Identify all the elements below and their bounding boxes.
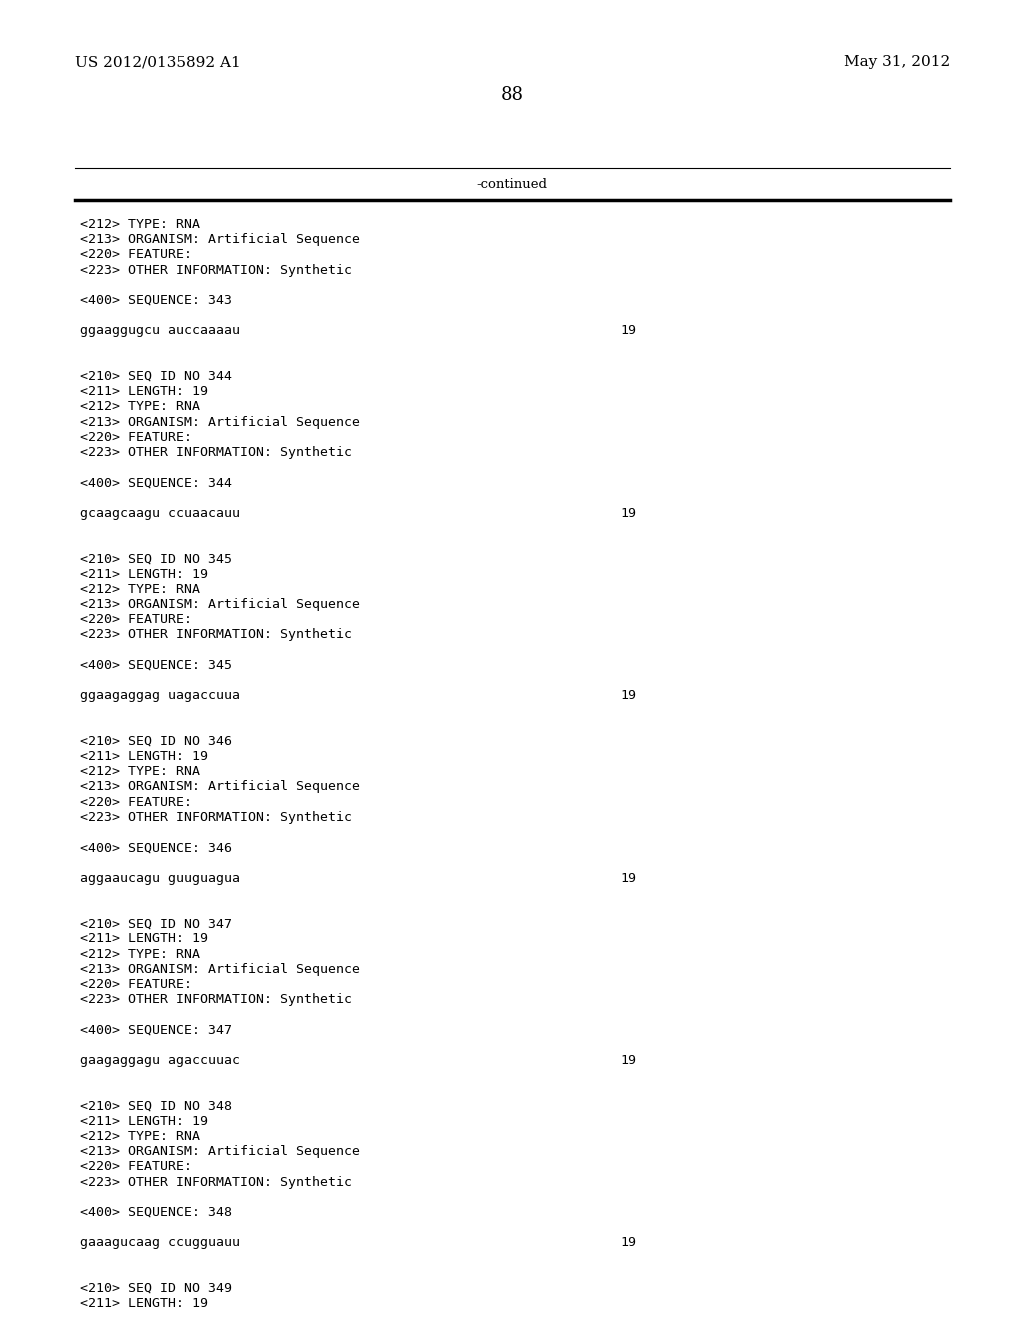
Text: <210> SEQ ID NO 344: <210> SEQ ID NO 344 <box>80 370 232 383</box>
Text: <212> TYPE: RNA: <212> TYPE: RNA <box>80 766 200 779</box>
Text: gcaagcaagu ccuaacauu: gcaagcaagu ccuaacauu <box>80 507 240 520</box>
Text: <220> FEATURE:: <220> FEATURE: <box>80 1160 193 1173</box>
Text: <400> SEQUENCE: 346: <400> SEQUENCE: 346 <box>80 841 232 854</box>
Text: <400> SEQUENCE: 348: <400> SEQUENCE: 348 <box>80 1206 232 1218</box>
Text: <400> SEQUENCE: 345: <400> SEQUENCE: 345 <box>80 659 232 672</box>
Text: 19: 19 <box>620 1053 636 1067</box>
Text: <211> LENGTH: 19: <211> LENGTH: 19 <box>80 1298 208 1311</box>
Text: <213> ORGANISM: Artificial Sequence: <213> ORGANISM: Artificial Sequence <box>80 598 360 611</box>
Text: 19: 19 <box>620 325 636 338</box>
Text: <220> FEATURE:: <220> FEATURE: <box>80 248 193 261</box>
Text: ggaagaggag uagaccuua: ggaagaggag uagaccuua <box>80 689 240 702</box>
Text: <212> TYPE: RNA: <212> TYPE: RNA <box>80 583 200 595</box>
Text: gaaagucaag ccugguauu: gaaagucaag ccugguauu <box>80 1237 240 1250</box>
Text: <213> ORGANISM: Artificial Sequence: <213> ORGANISM: Artificial Sequence <box>80 1146 360 1158</box>
Text: <400> SEQUENCE: 347: <400> SEQUENCE: 347 <box>80 1023 232 1036</box>
Text: 19: 19 <box>620 507 636 520</box>
Text: <213> ORGANISM: Artificial Sequence: <213> ORGANISM: Artificial Sequence <box>80 780 360 793</box>
Text: <223> OTHER INFORMATION: Synthetic: <223> OTHER INFORMATION: Synthetic <box>80 264 352 277</box>
Text: -continued: -continued <box>476 178 548 191</box>
Text: <220> FEATURE:: <220> FEATURE: <box>80 614 193 626</box>
Text: <212> TYPE: RNA: <212> TYPE: RNA <box>80 218 200 231</box>
Text: <213> ORGANISM: Artificial Sequence: <213> ORGANISM: Artificial Sequence <box>80 234 360 247</box>
Text: <223> OTHER INFORMATION: Synthetic: <223> OTHER INFORMATION: Synthetic <box>80 993 352 1006</box>
Text: <223> OTHER INFORMATION: Synthetic: <223> OTHER INFORMATION: Synthetic <box>80 628 352 642</box>
Text: aggaaucagu guuguagua: aggaaucagu guuguagua <box>80 871 240 884</box>
Text: May 31, 2012: May 31, 2012 <box>844 55 950 69</box>
Text: <212> TYPE: RNA: <212> TYPE: RNA <box>80 948 200 961</box>
Text: <211> LENGTH: 19: <211> LENGTH: 19 <box>80 750 208 763</box>
Text: 19: 19 <box>620 689 636 702</box>
Text: <220> FEATURE:: <220> FEATURE: <box>80 796 193 809</box>
Text: <210> SEQ ID NO 345: <210> SEQ ID NO 345 <box>80 552 232 565</box>
Text: 19: 19 <box>620 1237 636 1250</box>
Text: <220> FEATURE:: <220> FEATURE: <box>80 978 193 991</box>
Text: US 2012/0135892 A1: US 2012/0135892 A1 <box>75 55 241 69</box>
Text: <211> LENGTH: 19: <211> LENGTH: 19 <box>80 568 208 581</box>
Text: <213> ORGANISM: Artificial Sequence: <213> ORGANISM: Artificial Sequence <box>80 962 360 975</box>
Text: <400> SEQUENCE: 344: <400> SEQUENCE: 344 <box>80 477 232 490</box>
Text: <212> TYPE: RNA: <212> TYPE: RNA <box>80 1130 200 1143</box>
Text: <210> SEQ ID NO 347: <210> SEQ ID NO 347 <box>80 917 232 931</box>
Text: 19: 19 <box>620 871 636 884</box>
Text: <213> ORGANISM: Artificial Sequence: <213> ORGANISM: Artificial Sequence <box>80 416 360 429</box>
Text: <400> SEQUENCE: 343: <400> SEQUENCE: 343 <box>80 294 232 308</box>
Text: <223> OTHER INFORMATION: Synthetic: <223> OTHER INFORMATION: Synthetic <box>80 446 352 459</box>
Text: <211> LENGTH: 19: <211> LENGTH: 19 <box>80 1115 208 1127</box>
Text: <223> OTHER INFORMATION: Synthetic: <223> OTHER INFORMATION: Synthetic <box>80 1176 352 1188</box>
Text: 88: 88 <box>501 86 523 104</box>
Text: <223> OTHER INFORMATION: Synthetic: <223> OTHER INFORMATION: Synthetic <box>80 810 352 824</box>
Text: ggaaggugcu auccaaaau: ggaaggugcu auccaaaau <box>80 325 240 338</box>
Text: gaagaggagu agaccuuac: gaagaggagu agaccuuac <box>80 1053 240 1067</box>
Text: <212> TYPE: RNA: <212> TYPE: RNA <box>80 400 200 413</box>
Text: <211> LENGTH: 19: <211> LENGTH: 19 <box>80 385 208 399</box>
Text: <220> FEATURE:: <220> FEATURE: <box>80 430 193 444</box>
Text: <210> SEQ ID NO 349: <210> SEQ ID NO 349 <box>80 1282 232 1295</box>
Text: <211> LENGTH: 19: <211> LENGTH: 19 <box>80 932 208 945</box>
Text: <210> SEQ ID NO 348: <210> SEQ ID NO 348 <box>80 1100 232 1113</box>
Text: <210> SEQ ID NO 346: <210> SEQ ID NO 346 <box>80 735 232 748</box>
